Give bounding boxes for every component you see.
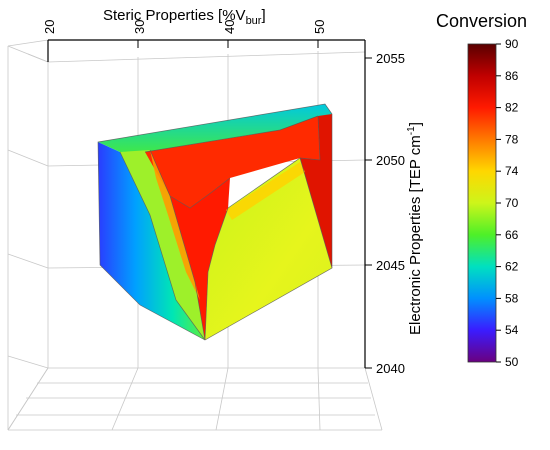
x-axis-title-sub: bur [246,15,262,27]
colorbar-tick-label: 54 [505,323,519,337]
colorbar-title: Conversion [436,11,527,31]
surface-upper-ridge [145,116,320,208]
colorbar-tick-label: 58 [505,291,519,305]
y-tick-label-2050: 2050 [376,153,405,168]
surface-orange-transitions [150,150,200,300]
y-axis-title: Electronic Properties [TEP cm-1] [406,122,424,335]
x-tick-label-50: 50 [312,20,327,34]
colorbar-tick-label: 90 [505,37,519,51]
surface-top-edge [98,104,332,152]
y-tick-label-2045: 2045 [376,258,405,273]
y-tick-label-2055: 2055 [376,51,405,66]
y-axis-title-main: Electronic Properties [TEP cm [407,135,424,335]
colorbar-tick-label: 78 [505,132,519,146]
x-axis-title: Steric Properties [%Vbur] [103,7,266,27]
x-tick-label-40: 40 [222,20,237,34]
y-tick-label-2040: 2040 [376,361,405,376]
surface-yellow-transitions [226,162,305,220]
colorbar [467,43,497,363]
surface-plot [97,103,333,341]
y-axis-title-sup: -1 [406,126,417,135]
colorbar-ticks [496,43,501,363]
x-axis-title-end: ] [261,7,265,24]
colorbar-tick-label: 74 [505,164,519,178]
colorbar-tick-label: 86 [505,69,519,83]
surface-left-inner-band [120,150,205,340]
surface-left-outer-edge [98,142,205,340]
colorbar-tick-label: 62 [505,260,519,274]
surface-central-ridge [170,178,230,340]
x-tick-label-30: 30 [132,20,147,34]
x-axis-title-main: Steric Properties [%V [103,7,246,24]
colorbar-tick-label: 70 [505,196,519,210]
surface-far-right-peak [300,114,332,268]
colorbar-tick-label: 82 [505,101,519,115]
y-axis-title-end: ] [407,122,424,126]
colorbar-tick-label: 50 [505,355,519,369]
x-axis-ticks [47,40,319,48]
x-tick-label-20: 20 [42,20,57,34]
y-axis-ticks [365,57,372,369]
colorbar-tick-label: 66 [505,228,519,242]
